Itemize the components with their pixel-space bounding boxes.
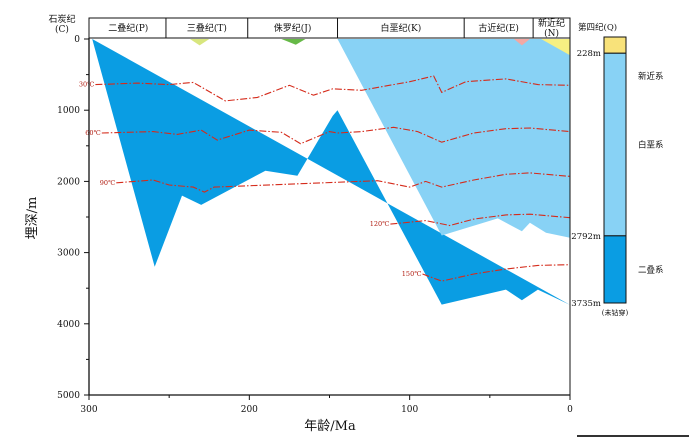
period-label: 白垩纪(K)	[380, 22, 421, 34]
y-tick-label: 1000	[57, 106, 80, 116]
column-depth-label: 228m	[577, 49, 601, 59]
column-unit-name: 新近系	[638, 71, 664, 82]
isotherm-line-2	[116, 172, 571, 193]
isotherm-label-0: 30℃	[79, 81, 95, 89]
isotherm-label-3: 120℃	[370, 220, 390, 228]
carboniferous-label: 石炭纪	[48, 13, 75, 25]
x-tick-label: 200	[241, 405, 258, 415]
surface-patch-1	[281, 39, 306, 45]
isotherm-label-2: 90℃	[100, 179, 116, 187]
isotherm-label-1: 60℃	[85, 129, 101, 137]
y-tick-label: 0	[74, 35, 80, 45]
column-header: 第四纪(Q)	[578, 22, 617, 33]
isotherm-line-3	[390, 213, 571, 227]
burial-area-0	[92, 39, 570, 305]
isotherm-line-1	[101, 126, 571, 145]
period-label: 二叠纪(P)	[108, 22, 148, 34]
y-tick-label: 2000	[57, 177, 80, 187]
x-tick-label: 0	[567, 405, 573, 415]
period-label: 新近纪	[538, 17, 565, 29]
isotherm-lines: 30℃ 60℃ 90℃ 120℃ 150℃	[79, 75, 571, 282]
surface-patch-0	[190, 39, 210, 46]
y-tick-label: 4000	[57, 320, 80, 330]
y-tick-label: 3000	[57, 249, 80, 259]
period-label: 古近纪(E)	[478, 22, 519, 34]
column-unit-0	[603, 36, 627, 54]
stratigraphic-column: 第四纪(Q) 新近系 228m 白垩系 2792m 二叠系 3735m(未钻穿)	[571, 22, 663, 317]
x-tick-label: 100	[401, 405, 418, 415]
period-label: 三叠纪(T)	[187, 22, 227, 34]
column-unit-2	[603, 235, 627, 304]
geologic-period-header: 二叠纪(P) 三叠纪(T) 侏罗纪(J) 白垩纪(K) 古近纪(E) 新近纪(N) 石炭纪(…	[48, 13, 571, 39]
surface-patch-3	[541, 39, 570, 56]
surface-patch-2	[513, 39, 530, 46]
column-unit-1	[603, 52, 627, 237]
column-unit-name: 白垩系	[638, 140, 664, 151]
isotherm-line-0	[95, 75, 571, 102]
column-depth-label: 2792m	[571, 232, 601, 242]
period-header-box	[88, 17, 571, 39]
column-depth-label: 3735m	[571, 299, 601, 309]
y-axis-label: 埋深/m	[25, 197, 40, 240]
bottom-right-rule	[577, 435, 689, 437]
period-label: 侏罗纪(J)	[274, 22, 312, 34]
column-note: (未钻穿)	[602, 308, 629, 317]
period-label-sub: (N)	[544, 28, 559, 39]
y-tick-label: 5000	[57, 391, 80, 401]
carboniferous-code: (C)	[55, 24, 69, 35]
column-unit-name: 二叠系	[638, 264, 664, 275]
isotherm-label-4: 150℃	[402, 270, 422, 278]
x-axis-label: 年龄/Ma	[304, 419, 356, 434]
x-tick-label: 300	[80, 405, 97, 415]
isotherm-line-4	[422, 264, 571, 282]
